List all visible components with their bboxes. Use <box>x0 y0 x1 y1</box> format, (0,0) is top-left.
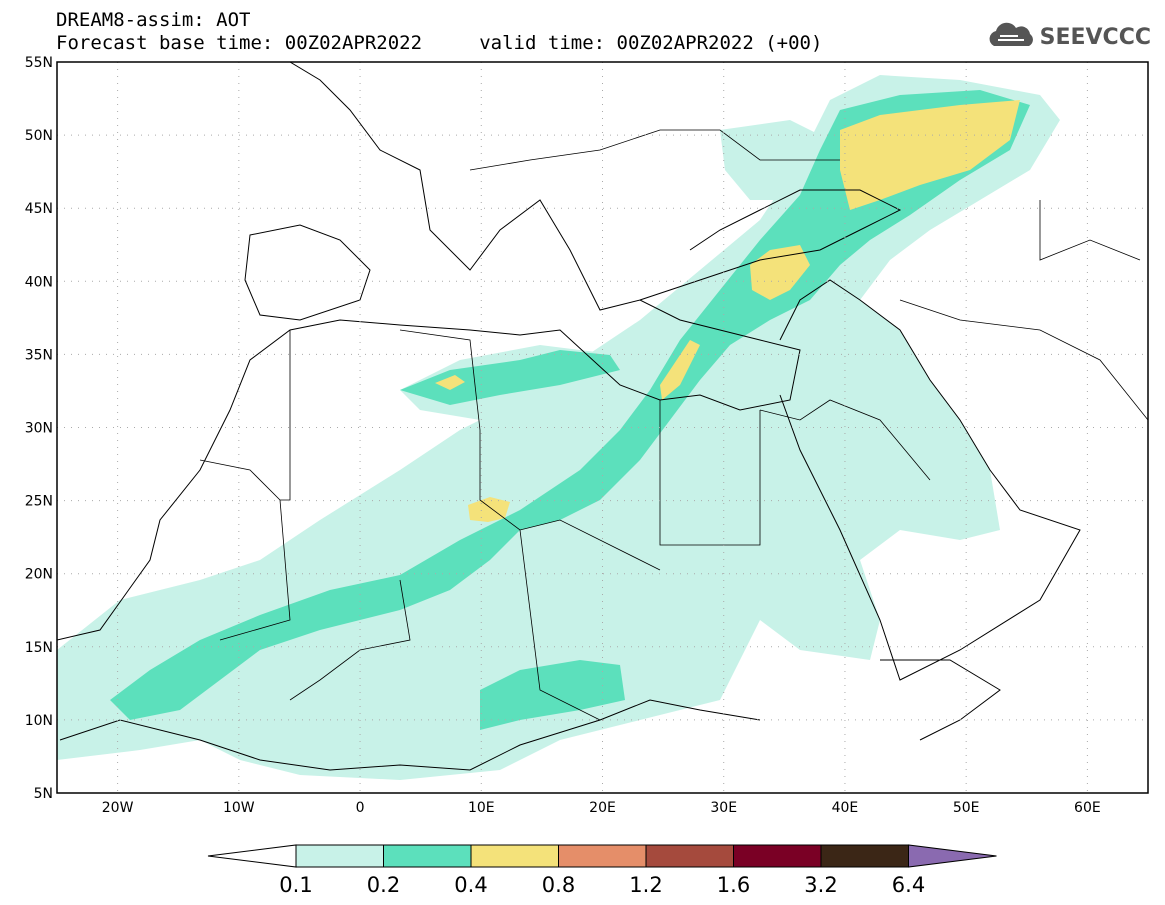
lat-label: 45N <box>25 201 53 217</box>
aot-area-high-ukraine <box>840 100 1020 210</box>
colorbar-label: 1.2 <box>629 873 662 897</box>
lon-label: 50E <box>953 800 980 816</box>
colorbar: 0.1 0.2 0.4 0.8 1.2 1.6 3.2 6.4 <box>207 844 997 897</box>
lon-label: 10E <box>468 800 495 816</box>
lon-label: 10W <box>223 800 255 816</box>
colorbar-label: 3.2 <box>804 873 837 897</box>
lon-label: 60E <box>1074 800 1101 816</box>
lat-label: 20N <box>25 567 53 583</box>
lon-label: 0 <box>356 800 365 816</box>
colorbar-segment <box>558 844 647 868</box>
latitude-labels: 55N 50N 45N 40N 35N 30N 25N 20N 15N 10N 5N <box>25 55 53 802</box>
lat-label: 30N <box>25 421 53 437</box>
map-frame <box>56 61 1149 794</box>
colorbar-segment <box>820 844 909 868</box>
aot-area-medium-central <box>480 660 625 730</box>
lat-label: 10N <box>25 713 53 729</box>
lat-label: 25N <box>25 494 53 510</box>
lon-label: 20W <box>102 800 134 816</box>
aot-area-high-crete <box>660 340 700 400</box>
logo-text: SEEVCCC <box>1039 24 1151 50</box>
graticule <box>57 62 1148 793</box>
cloud-icon <box>989 22 1033 46</box>
coastlines <box>57 62 1081 771</box>
colorbar-label: 0.8 <box>542 873 575 897</box>
colorbar-segment <box>383 844 472 868</box>
colorbar-label: 6.4 <box>892 873 925 897</box>
aot-area-high-algeria <box>468 497 510 522</box>
lat-label: 35N <box>25 347 53 363</box>
forecast-time-line: Forecast base time: 00Z02APR2022 valid t… <box>56 32 823 54</box>
colorbar-segment <box>295 844 384 868</box>
colorbar-segment <box>645 844 734 868</box>
aot-area-medium-north <box>400 350 620 405</box>
longitude-labels: 20W 10W 0 10E 20E 30E 40E 50E 60E <box>102 800 1101 816</box>
colorbar-label: 0.2 <box>367 873 400 897</box>
seevccc-logo: SEEVCCC <box>986 22 1151 52</box>
colorbar-over-triangle <box>908 844 997 868</box>
colorbar-label: 0.1 <box>279 873 312 897</box>
aot-area-high-tunisia <box>435 375 465 390</box>
lat-label: 15N <box>25 640 53 656</box>
lon-label: 30E <box>710 800 737 816</box>
map-title: DREAM8-assim: AOT <box>56 9 251 31</box>
colorbar-segment <box>733 844 822 868</box>
lon-label: 40E <box>832 800 859 816</box>
colorbar-label: 0.4 <box>454 873 487 897</box>
lat-label: 55N <box>25 55 53 71</box>
lat-label: 50N <box>25 128 53 144</box>
aot-field <box>57 62 1148 780</box>
colorbar-under-triangle <box>207 844 297 868</box>
lat-label: 40N <box>25 274 53 290</box>
colorbar-label: 1.6 <box>717 873 750 897</box>
lat-label: 5N <box>34 786 53 802</box>
lon-label: 20E <box>589 800 616 816</box>
colorbar-segment <box>470 844 559 868</box>
